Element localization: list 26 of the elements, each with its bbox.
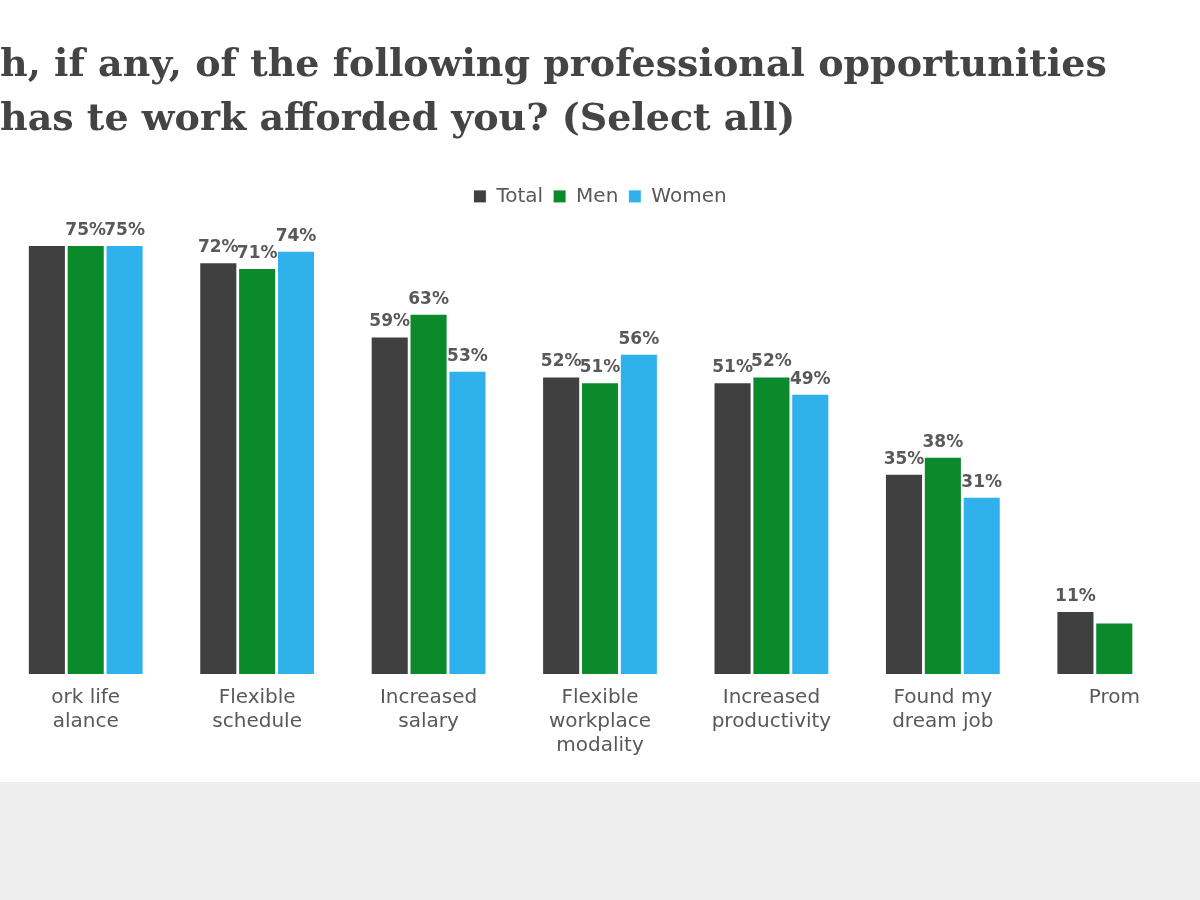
x-tick-label: Increased productivity — [711, 684, 832, 733]
data-label: 72% — [197, 236, 239, 257]
x-tick-label: ork life alance — [51, 684, 121, 733]
legend-label: Total — [495, 182, 544, 207]
chart-title: h, if any, of the following professional opportunities has te work afforded you? (Select all) — [0, 40, 1107, 139]
data-label: 63% — [408, 287, 449, 308]
data-label: 75% — [65, 218, 107, 239]
x-tick-label: Found my dream job — [892, 684, 994, 733]
x-tick-label: Flexible workplace modality — [548, 684, 652, 757]
data-label: 38% — [922, 430, 964, 451]
data-label: 35% — [883, 447, 925, 468]
data-label: 53% — [447, 344, 488, 365]
legend-label: Men — [576, 182, 619, 207]
x-tick-label: Prom — [1088, 684, 1140, 709]
data-label: 52% — [540, 350, 582, 371]
data-label: 31% — [961, 470, 1003, 491]
data-label: 74% — [275, 224, 317, 245]
legend-label: Women — [651, 182, 727, 207]
data-label: 59% — [369, 310, 411, 331]
x-tick-label: Flexible schedule — [212, 684, 302, 733]
data-label: 56% — [618, 327, 660, 348]
data-label: 51% — [712, 356, 753, 377]
x-tick-label: Increased salary — [379, 684, 478, 733]
data-label: 75% — [104, 218, 145, 239]
data-label: 49% — [789, 367, 831, 388]
data-label: 11% — [1055, 585, 1096, 605]
